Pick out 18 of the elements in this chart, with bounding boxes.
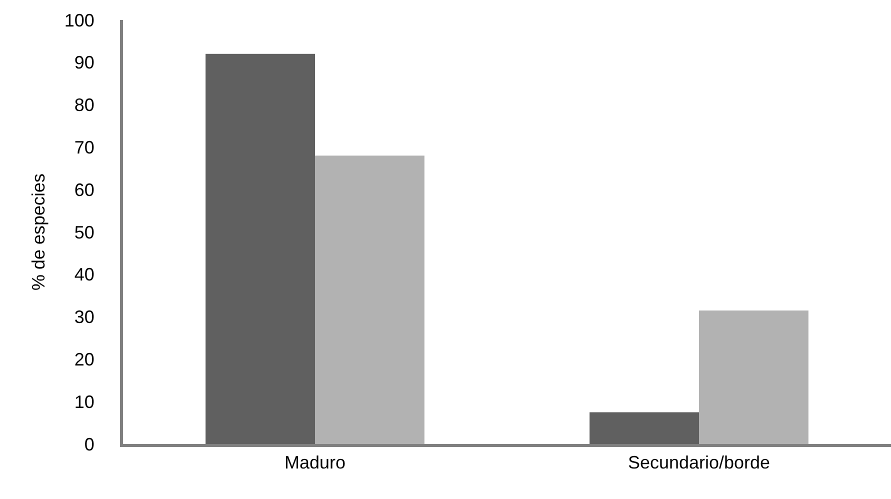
x-tick-label: Maduro: [284, 452, 346, 473]
y-tick-label: 40: [74, 264, 94, 285]
y-tick-label: 70: [74, 138, 94, 158]
y-tick-label: 80: [74, 95, 94, 116]
y-tick-label: 90: [74, 52, 94, 73]
y-tick-label: 100: [64, 10, 94, 30]
bar: [315, 156, 424, 444]
bar: [590, 412, 699, 444]
y-tick-label: 0: [84, 434, 94, 454]
bar: [206, 54, 315, 444]
y-tick-label: 60: [74, 180, 94, 200]
x-tick-label: Secundario/borde: [628, 452, 770, 473]
y-tick-label: 50: [74, 222, 94, 242]
y-axis-title: % de especies: [28, 173, 49, 291]
y-tick-label: 30: [74, 307, 94, 328]
y-tick-label: 20: [74, 350, 94, 370]
bar: [699, 310, 808, 444]
y-tick-label: 10: [74, 392, 94, 412]
